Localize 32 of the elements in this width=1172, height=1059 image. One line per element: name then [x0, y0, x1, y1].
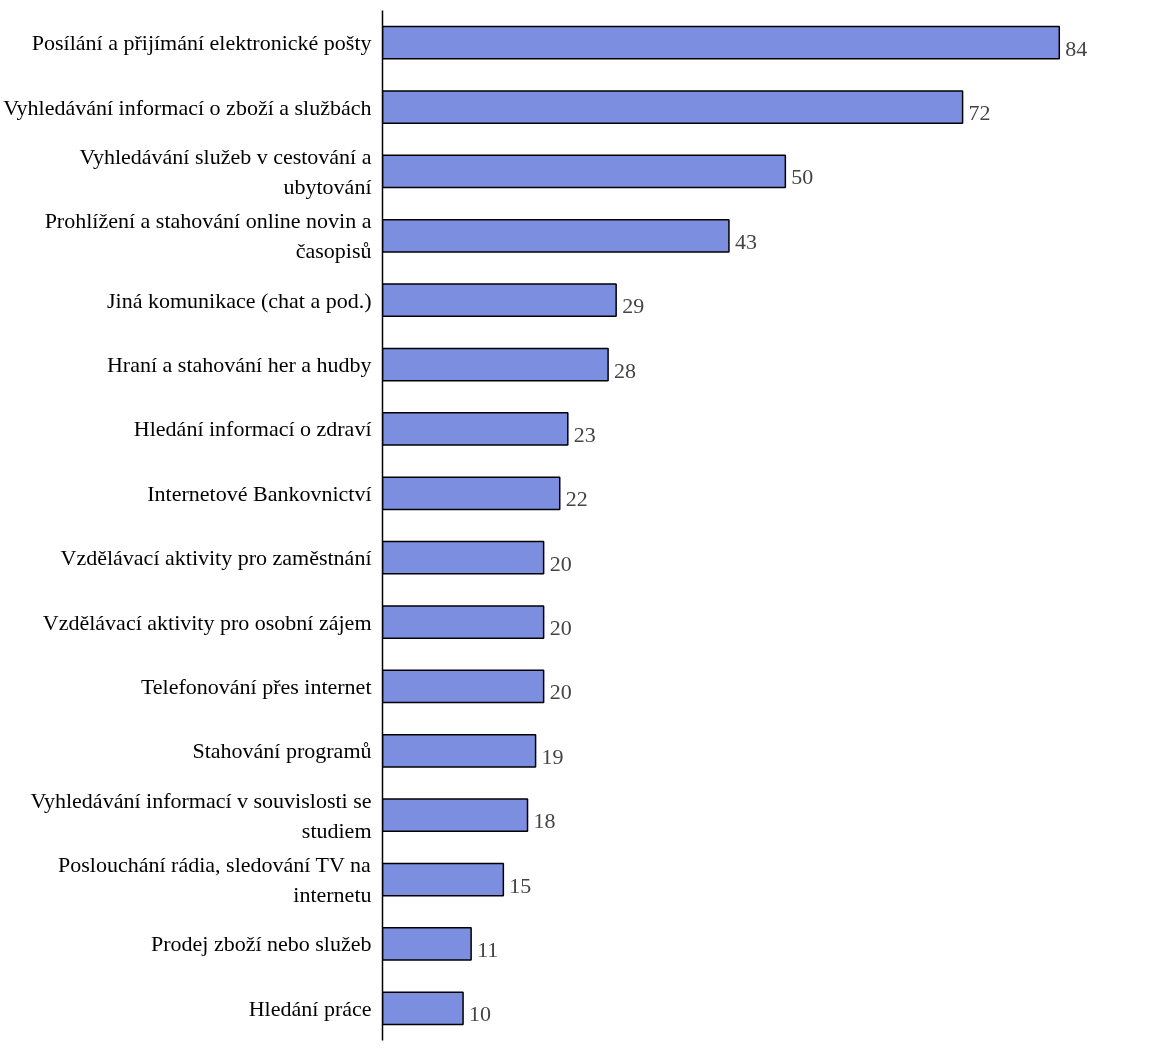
- y-tick-label: Telefonování přes internet: [140, 673, 372, 699]
- data-label: 28: [614, 357, 637, 383]
- y-tick-label: Vyhledávání služeb v cestování a ubytování: [79, 143, 372, 199]
- y-tick-label: Stahování programů: [192, 738, 372, 764]
- y-tick-label: Prohlížení a stahování online novin a časopisů: [44, 208, 372, 264]
- y-tick-label: Hledání práce: [248, 995, 372, 1021]
- y-tick-label: Jiná komunikace (chat a pod.): [106, 287, 372, 313]
- y-tick-label: Vyhledávání informací o zboží a službách: [3, 94, 372, 120]
- data-label: 20: [549, 679, 572, 705]
- data-label: 72: [968, 100, 991, 126]
- y-tick-label: Vyhledávání informací v souvislosti se studiem: [30, 787, 372, 843]
- y-tick-label: Vzdělávací aktivity pro osobní zájem: [42, 609, 372, 635]
- y-tick-label: Poslouchání rádia, sledování TV na internetu: [58, 852, 372, 908]
- y-tick-label: Hraní a stahování her a hudby: [106, 352, 372, 378]
- data-label: 11: [477, 936, 499, 962]
- data-label: 50: [791, 164, 814, 190]
- data-label: 20: [549, 615, 572, 641]
- data-label: 18: [533, 808, 556, 834]
- data-label: 15: [509, 872, 532, 898]
- data-label: 29: [622, 293, 645, 319]
- y-tick-label: Posílání a přijímání elektronické pošty: [31, 30, 372, 56]
- y-tick-label: Internetové Bankovnictví: [147, 480, 372, 506]
- data-label: 10: [469, 1001, 492, 1027]
- data-label: 20: [549, 550, 572, 576]
- y-tick-label: Vzdělávací aktivity pro zaměstnání: [60, 545, 372, 571]
- data-label: 43: [734, 228, 757, 254]
- y-tick-label: Prodej zboží nebo služeb: [150, 931, 372, 957]
- data-label: 19: [541, 743, 564, 769]
- data-label: 84: [1065, 35, 1088, 61]
- data-label: 22: [565, 486, 588, 512]
- y-tick-label: Hledání informací o zdraví: [133, 416, 372, 442]
- data-label: 23: [573, 421, 596, 447]
